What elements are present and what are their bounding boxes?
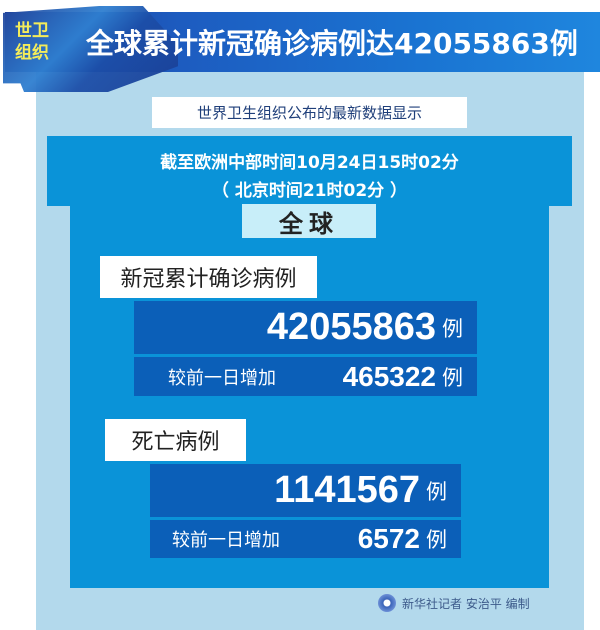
- deaths-total-box: 1141567 例: [150, 464, 461, 517]
- unit: 例: [426, 528, 447, 552]
- confirmed-label: 新冠累计确诊病例: [100, 256, 317, 298]
- time-beijing: （ 北京时间21时02分 ）: [211, 181, 408, 201]
- credit-text: 新华社记者 安治平 编制: [402, 596, 530, 611]
- scope-label: 全球: [242, 204, 376, 238]
- deaths-total: 1141567: [274, 469, 420, 511]
- deaths-label: 死亡病例: [105, 419, 246, 461]
- unit: 例: [442, 316, 463, 341]
- page-title: 全球累计新冠确诊病例达42055863例: [86, 27, 578, 60]
- increase-label: 较前一日增加: [168, 367, 276, 389]
- unit: 例: [442, 365, 463, 390]
- confirmed-total-box: 42055863 例: [134, 301, 477, 354]
- footer-credit: 新华社记者 安治平 编制: [378, 594, 530, 612]
- increase-label: 较前一日增加: [172, 530, 280, 551]
- subtitle: 世界卫生组织公布的最新数据显示: [152, 97, 467, 128]
- time-cet: 截至欧洲中部时间10月24日15时02分: [160, 153, 459, 173]
- confirmed-increase: 465322: [342, 360, 436, 392]
- deaths-increase-box: 较前一日增加 6572 例: [150, 520, 461, 558]
- xinhua-logo-icon: [378, 594, 396, 612]
- confirmed-increase-box: 较前一日增加 465322 例: [134, 357, 477, 396]
- confirmed-total: 42055863: [266, 306, 436, 348]
- org-tag: 世卫组织: [15, 21, 49, 63]
- unit: 例: [426, 479, 447, 504]
- deaths-increase: 6572: [357, 523, 420, 554]
